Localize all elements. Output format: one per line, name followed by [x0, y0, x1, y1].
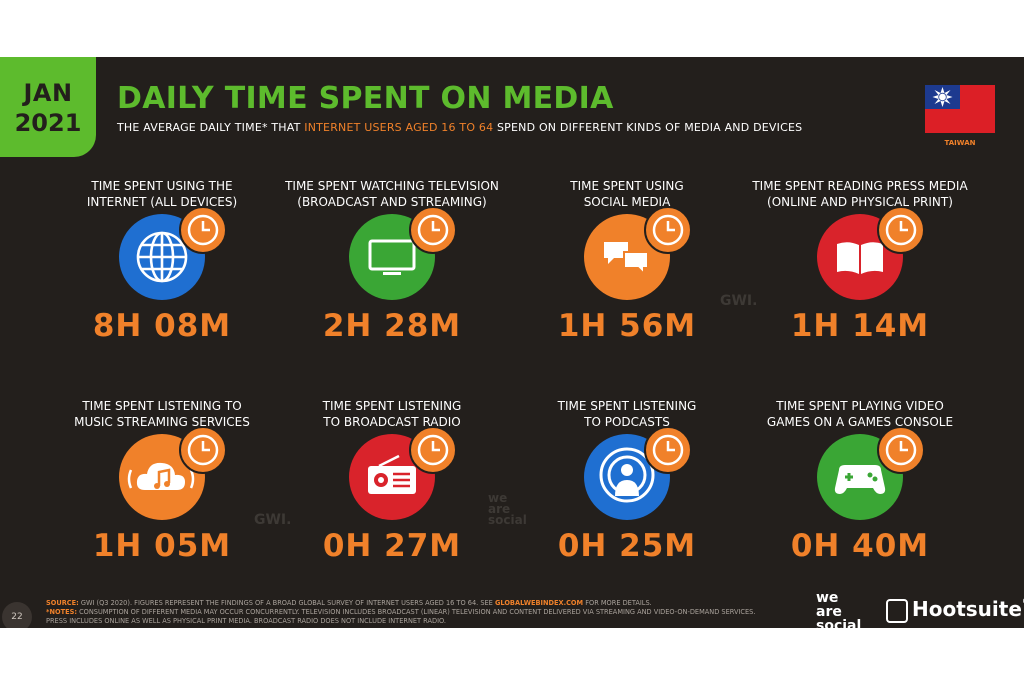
white-sun-icon [932, 87, 953, 107]
notes-text: CONSUMPTION OF DIFFERENT MEDIA MAY OCCUR… [46, 608, 756, 625]
we-are-social-logo: we are social [816, 591, 861, 628]
we-are-social-watermark: we are social [488, 491, 527, 527]
metric-label: TIME SPENT PLAYING VIDEO GAMES ON A GAME… [766, 399, 954, 429]
logo-social: social [816, 618, 862, 628]
logo-are: are [816, 604, 842, 620]
hootsuite-wordmark: Hootsuite [912, 597, 1022, 621]
metric-label: TIME SPENT LISTENING TO MUSIC STREAMING … [74, 399, 250, 429]
metric-label: TIME SPENT LISTENING TO PODCASTS [557, 399, 697, 429]
metric-value: 1H 56M [557, 308, 697, 344]
clock-icon [877, 206, 925, 254]
gwi-watermark: GWI. [720, 293, 758, 309]
clock-icon [179, 426, 227, 474]
clock-icon [644, 206, 692, 254]
metric-label: TIME SPENT LISTENING TO BROADCAST RADIO [322, 399, 462, 429]
metric-value: 0H 25M [557, 528, 697, 564]
subtitle-post: SPEND ON DIFFERENT KINDS OF MEDIA AND DE… [493, 121, 803, 134]
source-text: GWI (Q3 2020). FIGURES REPRESENT THE FIN… [78, 599, 495, 607]
metric-value: 1H 14M [790, 308, 930, 344]
source-tail: FOR MORE DETAILS. [583, 599, 652, 607]
footer-notes: SOURCE: GWI (Q3 2020). FIGURES REPRESENT… [46, 599, 766, 626]
watermark-social: social [488, 513, 527, 527]
slide: JAN 2021 DAILY TIME SPENT ON MEDIA THE A… [0, 57, 1024, 628]
subtitle-pre: THE AVERAGE DAILY TIME* THAT [117, 121, 305, 134]
watermark-we: we [488, 491, 508, 505]
notes-key: *NOTES: [46, 608, 77, 616]
registered-mark: ® [1022, 597, 1024, 607]
metric-value: 0H 40M [790, 528, 930, 564]
hootsuite-logo: Hootsuite® [886, 597, 1024, 623]
metric-label: TIME SPENT READING PRESS MEDIA (ONLINE A… [752, 179, 968, 209]
metric-value: 1H 05M [92, 528, 232, 564]
owl-icon [886, 598, 908, 623]
source-link[interactable]: GLOBALWEBINDEX.COM [494, 599, 584, 607]
metric-label: TIME SPENT WATCHING TELEVISION (BROADCAS… [285, 179, 499, 209]
logo-we: we [816, 590, 839, 606]
source-line: SOURCE: GWI (Q3 2020). FIGURES REPRESENT… [46, 599, 766, 608]
country-label: TAIWAN [944, 139, 976, 147]
page-title: DAILY TIME SPENT ON MEDIA [117, 81, 614, 116]
source-key: SOURCE: [46, 599, 79, 607]
badge-year: 2021 [14, 109, 82, 137]
metric-value: 2H 28M [322, 308, 462, 344]
taiwan-flag-icon [925, 85, 995, 133]
clock-icon [644, 426, 692, 474]
badge-month: JAN [23, 79, 73, 107]
metric-value: 8H 08M [92, 308, 232, 344]
metric-label: TIME SPENT USING THE INTERNET (ALL DEVIC… [86, 179, 238, 209]
watermark-are: are [488, 502, 511, 516]
page-subtitle: THE AVERAGE DAILY TIME* THAT INTERNET US… [117, 121, 802, 134]
date-badge: JAN 2021 [0, 57, 96, 157]
subtitle-highlight: INTERNET USERS AGED 16 TO 64 [304, 121, 494, 134]
flag-canton [925, 85, 960, 109]
gwi-watermark-2: GWI. [254, 512, 292, 528]
clock-icon [877, 426, 925, 474]
metric-value: 0H 27M [322, 528, 462, 564]
page-number: 22 [2, 602, 32, 628]
clock-icon [409, 206, 457, 254]
clock-icon [179, 206, 227, 254]
clock-icon [409, 426, 457, 474]
notes-line: *NOTES: CONSUMPTION OF DIFFERENT MEDIA M… [46, 608, 766, 626]
metric-label: TIME SPENT USING SOCIAL MEDIA [570, 179, 684, 209]
